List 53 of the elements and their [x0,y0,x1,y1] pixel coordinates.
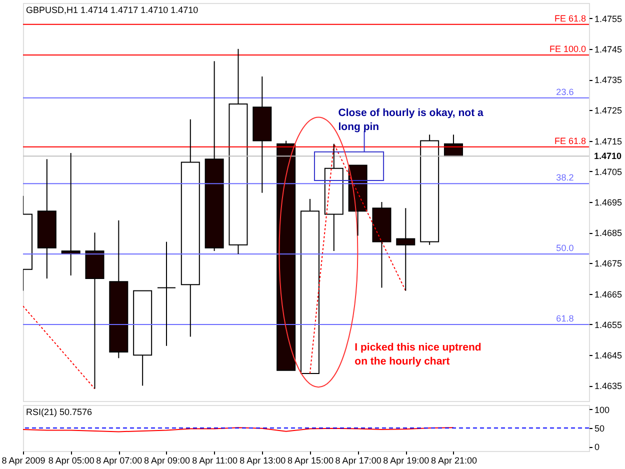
x-tick-label: 8 Apr 13:00 [240,456,286,466]
y-tick-label: 100 [594,404,610,415]
annotation: 38.2 [556,172,574,183]
candlestick [156,241,176,346]
y-tick-label: 1.4745 [594,44,622,54]
x-tick-label: 8 Apr 19:00 [383,456,430,466]
y-tick-label: 1.4705 [594,166,622,177]
y-tick-label: 0 [594,442,600,452]
chart-title: GBPUSD,H1 1.4714 1.4717 1.4710 1.4710 [26,5,198,15]
x-tick-label: 8 Apr 2009 [2,456,46,466]
y-tick-label: 1.4735 [594,75,622,86]
candlestick [133,290,152,386]
annotation: 50.0 [556,243,574,254]
x-tick-label: 8 Apr 07:00 [96,456,142,466]
candlestick [324,143,344,252]
x-tick-label: 8 Apr 11:00 [192,456,238,466]
candlestick [37,158,56,280]
chart-title: RSI(21) 50.7576 [26,407,92,417]
y-tick-label: 1.4635 [594,381,622,392]
y-tick-label: 1.4725 [594,106,622,116]
ref-line-label: FE 100.0 [549,44,586,54]
candlestick [85,232,104,390]
candlestick [252,76,272,194]
candlestick [204,60,224,252]
y-tick-label: 50 [594,424,605,434]
y-tick-label: 1.4715 [594,136,622,146]
y-tick-label: 1.4675 [594,258,622,269]
candlestick [180,118,200,338]
annotation: Close of hourly is okay, not a long pin [338,107,484,134]
y-tick-label: 1.4685 [594,228,622,238]
x-tick-label: 8 Apr 21:00 [430,456,477,466]
ref-line-label: 1.4710 [594,151,622,162]
y-tick-label: 1.4645 [594,350,622,361]
x-tick-label: 8 Apr 09:00 [144,456,190,466]
candlestick [372,202,392,288]
y-tick-label: 1.4665 [594,289,622,300]
y-tick-label: 1.4695 [594,198,622,208]
candlestick [228,48,248,255]
annotation: I picked this nice uptrend on the hourly chart [354,341,482,368]
x-tick-label: 8 Apr 15:00 [287,456,334,466]
annotation: 23.6 [556,86,574,97]
candlestick [109,220,128,359]
y-tick-label: 1.4655 [594,320,622,330]
candlestick [276,140,296,371]
y-tick-label: 1.4755 [594,14,622,24]
x-tick-label: 8 Apr 17:00 [335,456,382,466]
candlestick [300,198,320,374]
ref-line-label: FE 61.8 [554,13,586,24]
candlestick [396,208,416,292]
candlestick [420,134,440,246]
ref-line-label: FE 61.8 [554,136,586,146]
x-tick-label: 8 Apr 05:00 [48,456,94,466]
annotation: 61.8 [556,313,574,324]
